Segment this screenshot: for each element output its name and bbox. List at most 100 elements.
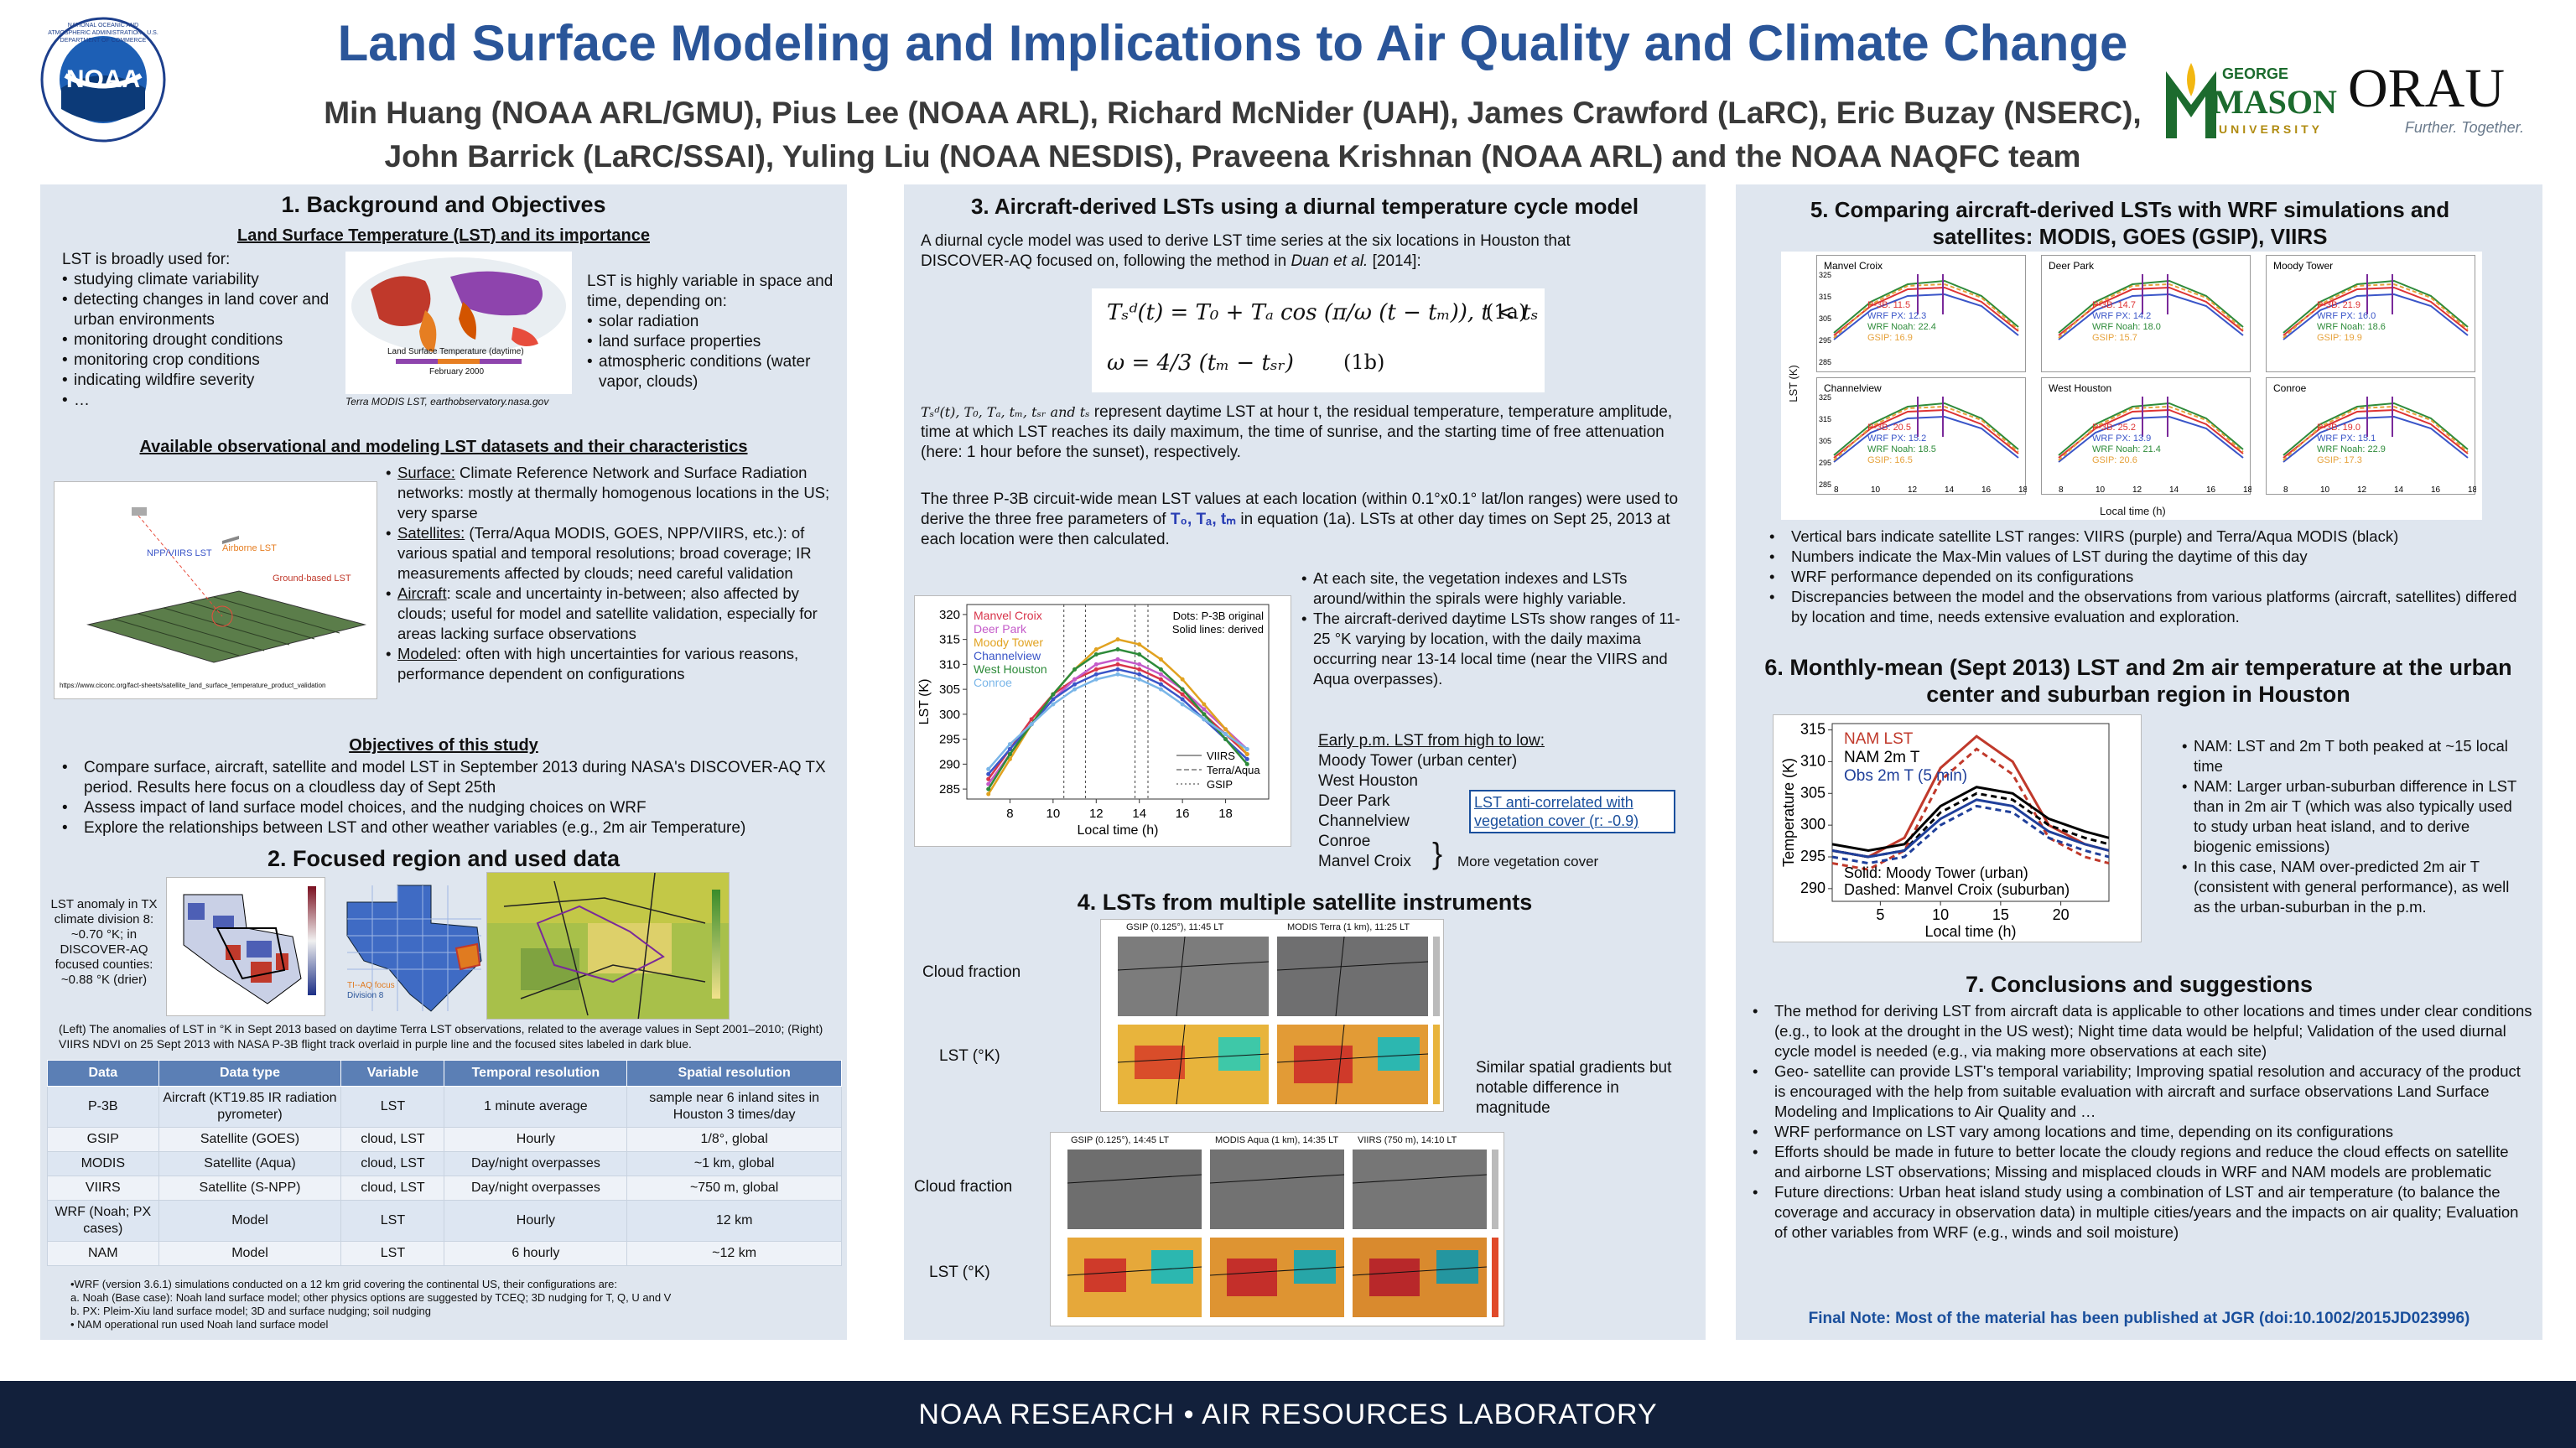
equation-box: Tₛᵈ(t) = T₀ + Tₐ cos (π/ω (t − tₘ)), t <… [1092, 288, 1545, 392]
map-label-gsip-top: GSIP (0.125°), 11:45 LT [1126, 922, 1224, 932]
note-line: a. Noah (Base case): Noah land surface m… [70, 1291, 672, 1304]
lst-variability-intro: LST is highly variable in space and time… [587, 272, 834, 310]
rank-item: Conroe [1318, 833, 1371, 850]
region-caption: (Left) The anomalies of LST in °K in Sep… [59, 1022, 823, 1051]
site-stat: WRF Noah: 18.6 [2317, 322, 2386, 332]
data-point [986, 786, 991, 791]
x-tick-label: 16 [1176, 807, 1190, 821]
site-stat: WRF PX: 12.3 [1867, 311, 1926, 321]
table-cell: 12 km [626, 1200, 842, 1242]
data-point [1093, 672, 1098, 677]
chart-annotation: Dashed: Manvel Croix (suburban) [1844, 881, 2070, 898]
table-cell: LST [340, 1086, 445, 1128]
data-point [1202, 702, 1207, 707]
legend-entry: Manvel Croix [974, 609, 1042, 622]
section-7-title: 7. Conclusions and suggestions [1965, 972, 2314, 997]
site-stat: P-3B: 21.9 [2317, 300, 2360, 310]
list-item: Discrepancies between the model and the … [1769, 587, 2524, 627]
model-curve [2283, 415, 2469, 463]
objectives-list: Compare surface, aircraft, satellite and… [62, 758, 834, 838]
equation-1a-tag: (1a) [1486, 300, 1527, 324]
data-point [1072, 687, 1078, 692]
x-tick-label: 8 [1834, 485, 1839, 495]
model-curve [2058, 283, 2244, 339]
y-tick-label: 305 [939, 682, 960, 697]
data-point [1158, 687, 1163, 692]
section-5-findings: Vertical bars indicate satellite LST ran… [1769, 527, 2524, 627]
data-point [1180, 697, 1185, 702]
satellite-maps-bottom: GSIP (0.125°), 14:45 LT MODIS Aqua (1 km… [1050, 1132, 1504, 1326]
y-tick-label: 295 [1819, 459, 1831, 467]
map-label-viirs-bottom: VIIRS (750 m), 14:10 LT [1358, 1135, 1457, 1145]
y-tick-label: 315 [939, 633, 960, 647]
table-row: GSIP Satellite (GOES) cloud, LST Hourly 1/8°… [47, 1127, 842, 1152]
data-point [1007, 742, 1012, 747]
x-tick-label: 18 [2018, 485, 2027, 495]
data-point [1158, 657, 1163, 662]
objectives-bullets: Compare surface, aircraft, satellite and… [62, 758, 834, 838]
model-curve [2058, 279, 2244, 334]
fig-label-airborne: Airborne LST [222, 543, 277, 553]
map-colorbar-label: Land Surface Temperature (daytime) [387, 347, 524, 356]
table-cell: ~750 m, global [626, 1176, 842, 1201]
fig-label-viirs: NPP/VIIRS LST [147, 548, 212, 558]
x-tick-label: 10 [1871, 485, 1881, 495]
table-cell: 6 hourly [444, 1241, 628, 1266]
derived-lst-chart-svg: 8 10 12 14 16 18 285 290 295 300 305 310 315 320 Local… [917, 604, 1270, 838]
table-row: WRF (Noah; PX cases) Model LST Hourly 12 km [47, 1200, 842, 1242]
list-item: Future directions: Urban heat island stu… [1753, 1182, 2532, 1243]
y-tick-label: 300 [1800, 816, 1826, 833]
data-point [1137, 651, 1142, 657]
site-name: Channelview [1824, 382, 1882, 394]
y-tick-label: 305 [1800, 784, 1826, 801]
section-4-title: 4. LSTs from multiple satellite instrume… [1077, 890, 1533, 915]
datasets-heading: Available observational and modeling LST… [139, 438, 748, 456]
row-label-lst-top: LST (°K) [939, 1047, 1000, 1065]
lst-variability: LST is highly variable in space and time… [587, 272, 839, 392]
more-vegetation-label: More vegetation cover [1457, 854, 1599, 869]
list-item: studying climate variability [62, 270, 339, 290]
data-point [1093, 651, 1098, 657]
final-note: Final Note: Most of the material has bee… [1808, 1310, 2470, 1327]
site-stat: WRF PX: 15.2 [1867, 433, 1926, 444]
data-point [1115, 647, 1120, 652]
data-table: Data Data type Variable Temporal resolut… [47, 1060, 842, 1266]
map-focus-label: TI--AQ focus [347, 981, 395, 990]
dataset-name: Satellites: [397, 524, 465, 542]
y-tick-label: 315 [1819, 415, 1831, 423]
conclusions: The method for deriving LST from aircraf… [1753, 1001, 2532, 1243]
table-cell: Aircraft (KT19.85 IR radiation pyrometer… [158, 1086, 342, 1128]
model-curve [2058, 293, 2244, 340]
map-caption: Terra MODIS LST, earthobservatory.nasa.g… [345, 396, 549, 407]
list-item: monitoring drought conditions [62, 330, 339, 350]
site-stat: GSIP: 19.9 [2317, 333, 2362, 343]
list-item: monitoring crop conditions [62, 350, 339, 371]
data-point [1223, 727, 1228, 732]
x-tick-label: 15 [1992, 906, 2009, 923]
lst-rank-list: Early p.m. LST from high to low: Moody T… [1318, 731, 1570, 872]
list-item: At each site, the vegetation indexes and… [1301, 568, 1687, 609]
legend-entry: Channelview [974, 649, 1041, 662]
panel-grid-xlabel: Local time (h) [2100, 505, 2166, 517]
data-point [1244, 756, 1249, 761]
site-panel: Channelview P-3B: 20.5 WRF PX: 15.2 WRF Noa… [1816, 377, 2028, 495]
intro-text-end: [2014]: [1368, 252, 1421, 270]
section-6-title: 6. Monthly-mean (Sept 2013) LST and 2m a… [1764, 655, 2512, 707]
site-stat: WRF PX: 16.0 [2317, 311, 2376, 321]
dataset-name: Modeled [397, 645, 457, 662]
legend-entry: GSIP [1207, 778, 1233, 791]
table-cell: Model [158, 1241, 342, 1266]
gmu-logo-small: GEORGE [2222, 65, 2289, 82]
table-row: P-3B Aircraft (KT19.85 IR radiation pyrom… [47, 1086, 842, 1128]
orau-logo-name: ORAU [2348, 58, 2506, 119]
table-cell: 1/8°, global [626, 1127, 842, 1152]
data-point [1093, 677, 1098, 682]
note-line: • NAM operational run used Noah land sur… [70, 1318, 329, 1331]
data-point [1072, 667, 1078, 672]
model-curve [1833, 293, 2019, 340]
series-line-dashed [1831, 791, 2110, 859]
list-item: … [62, 391, 339, 411]
rank-item: Channelview [1318, 812, 1410, 830]
site-stat: WRF Noah: 22.9 [2317, 444, 2386, 454]
